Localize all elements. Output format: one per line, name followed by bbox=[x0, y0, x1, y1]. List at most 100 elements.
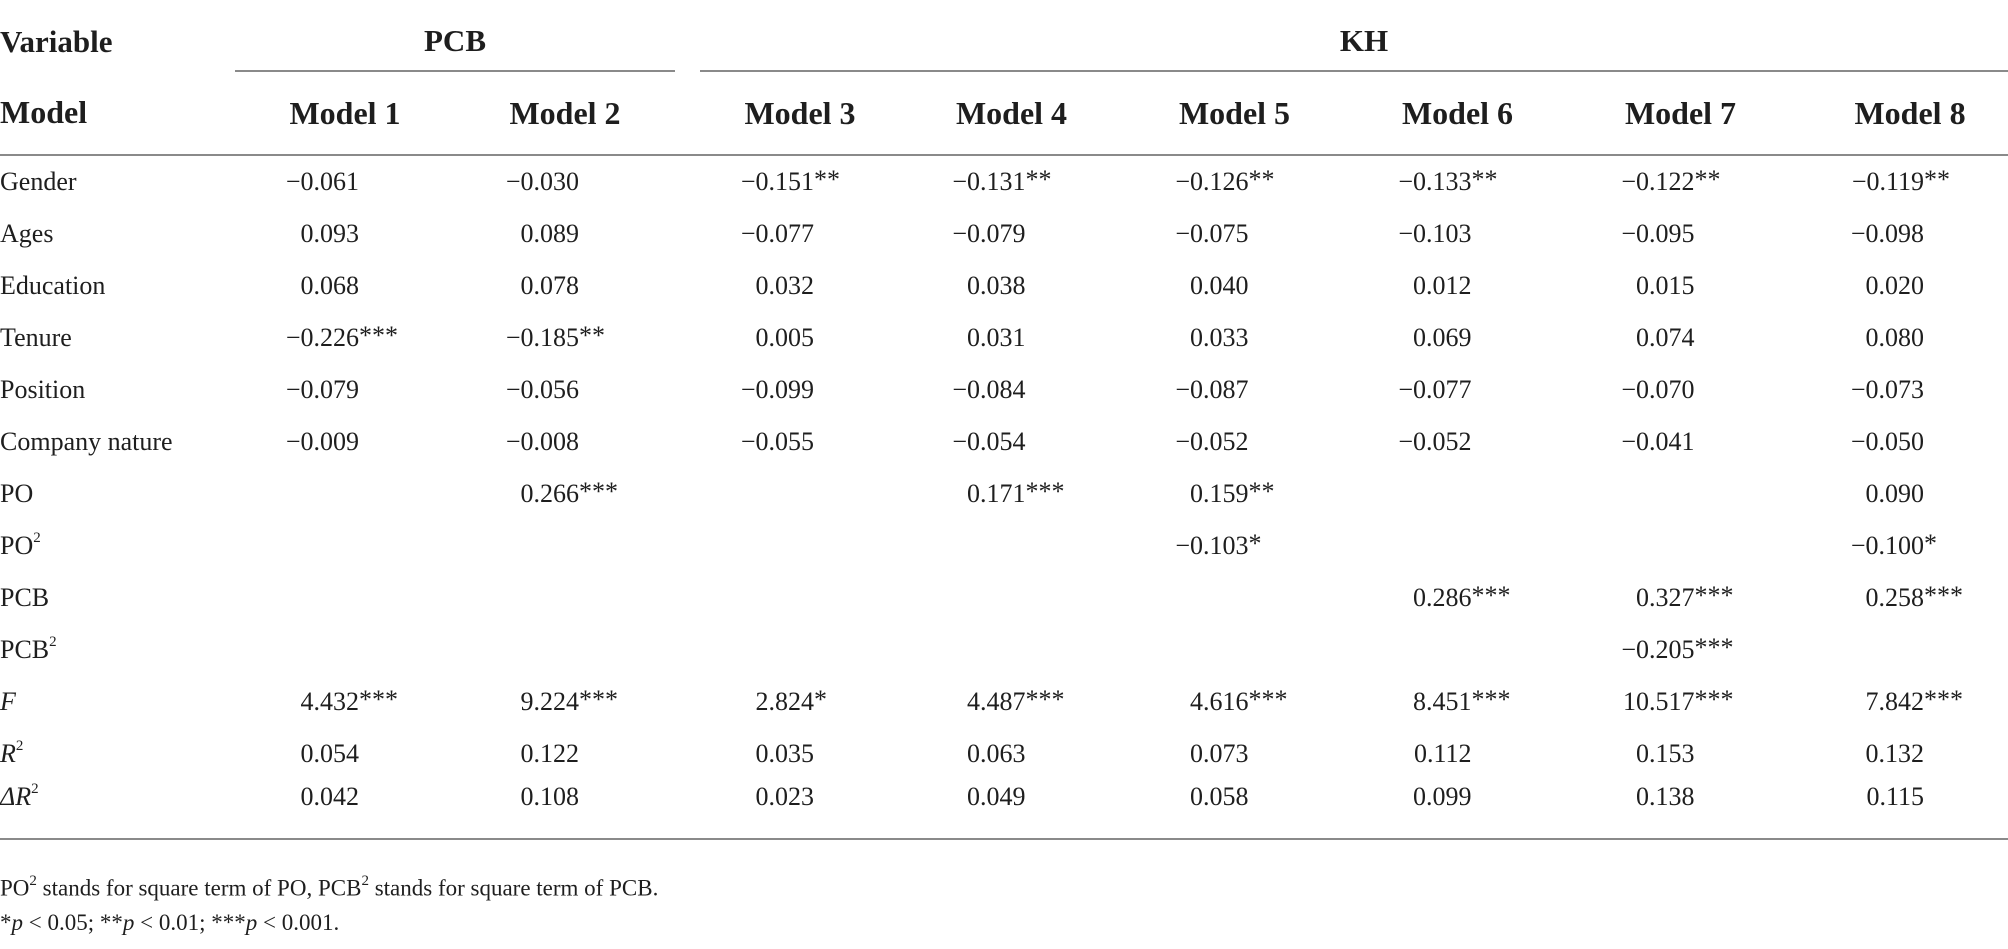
table-row: PO 0.266*** 0.171*** 0.159** 0.090 bbox=[0, 468, 2008, 520]
table-cell bbox=[1792, 624, 2008, 676]
significance-stars: ** bbox=[1248, 477, 1275, 506]
significance-stars: *** bbox=[1924, 581, 1964, 610]
cell-value: 0.122 bbox=[520, 739, 580, 768]
table-cell bbox=[1346, 520, 1569, 572]
table-cell: 0.054 bbox=[235, 728, 455, 780]
cell-value: −0.095 bbox=[1621, 219, 1695, 248]
table-cell: 0.132 bbox=[1792, 728, 2008, 780]
note-significance: *p < 0.05; **p < 0.01; ***p < 0.001. bbox=[0, 909, 340, 935]
table-cell: −0.079 bbox=[235, 364, 455, 416]
model-header: Model bbox=[0, 71, 235, 156]
cell-value: 0.090 bbox=[1865, 479, 1925, 508]
table-cell bbox=[700, 572, 900, 624]
table-cell bbox=[1346, 624, 1569, 676]
cell-value: −0.103 bbox=[1398, 219, 1472, 248]
cell-value: 0.171 bbox=[967, 479, 1026, 508]
cell-value: 0.033 bbox=[1190, 323, 1249, 352]
cell-value: 0.112 bbox=[1413, 739, 1472, 768]
cell-value: −0.226 bbox=[285, 323, 359, 352]
cell-value: −0.009 bbox=[285, 427, 359, 456]
table-cell bbox=[1569, 520, 1792, 572]
table-cell: 0.078 bbox=[455, 260, 675, 312]
table-cell: 0.089 bbox=[455, 208, 675, 260]
significance-stars: *** bbox=[1471, 581, 1511, 610]
cell-value: −0.056 bbox=[505, 375, 579, 404]
table-row: F 4.432*** 9.224*** 2.824* 4.487*** 4.616*** 8… bbox=[0, 676, 2008, 728]
cell-value: 0.032 bbox=[755, 271, 815, 300]
cell-value: −0.030 bbox=[505, 167, 579, 196]
table-cell bbox=[235, 468, 455, 520]
cell-value: 0.115 bbox=[1866, 782, 1925, 811]
table-notes: PO2 stands for square term of PO, PCB2 s… bbox=[0, 866, 658, 940]
table-cell: −0.055 bbox=[700, 416, 900, 468]
cell-value: 0.038 bbox=[967, 271, 1026, 300]
table-cell: 0.023 bbox=[700, 780, 900, 840]
cell-value: −0.077 bbox=[740, 219, 814, 248]
row-label: F bbox=[0, 687, 16, 716]
table-cell: 7.842*** bbox=[1792, 676, 2008, 728]
cell-value: −0.061 bbox=[285, 167, 359, 196]
cell-value: −0.050 bbox=[1850, 427, 1925, 456]
cell-value: 0.108 bbox=[520, 782, 580, 811]
table-cell: −0.098 bbox=[1792, 208, 2008, 260]
model-8-header: Model 8 bbox=[1792, 71, 2008, 156]
table-cell: 0.080 bbox=[1792, 312, 2008, 364]
table-cell: 0.032 bbox=[700, 260, 900, 312]
significance-stars: ** bbox=[1025, 165, 1052, 194]
cell-value: 0.031 bbox=[967, 323, 1026, 352]
table-cell: −0.009 bbox=[235, 416, 455, 468]
table-cell: 0.115 bbox=[1792, 780, 2008, 840]
table-cell: 0.108 bbox=[455, 780, 675, 840]
table-cell: −0.084 bbox=[900, 364, 1123, 416]
cell-value: −0.084 bbox=[952, 375, 1026, 404]
cell-value: −0.099 bbox=[740, 375, 814, 404]
table-cell: −0.070 bbox=[1569, 364, 1792, 416]
cell-value: 0.020 bbox=[1865, 271, 1925, 300]
row-label: Company nature bbox=[0, 427, 173, 456]
model-6-header: Model 6 bbox=[1346, 71, 1569, 156]
table-cell: 0.258*** bbox=[1792, 572, 2008, 624]
table-cell: −0.100* bbox=[1792, 520, 2008, 572]
cell-value: −0.054 bbox=[952, 427, 1026, 456]
cell-value: 0.005 bbox=[755, 323, 815, 352]
table-cell bbox=[235, 572, 455, 624]
table-cell: 0.069 bbox=[1346, 312, 1569, 364]
table-cell: 0.038 bbox=[900, 260, 1123, 312]
table-cell: 0.171*** bbox=[900, 468, 1123, 520]
table-cell: 0.068 bbox=[235, 260, 455, 312]
table-cell: −0.126** bbox=[1123, 155, 1346, 208]
table-cell: 0.042 bbox=[235, 780, 455, 840]
table-cell: 0.093 bbox=[235, 208, 455, 260]
cell-value: 4.432 bbox=[300, 687, 360, 716]
cell-value: −0.133 bbox=[1398, 167, 1472, 196]
cell-value: 0.035 bbox=[755, 739, 815, 768]
table-row: Gender −0.061 −0.030 −0.151** −0.131** −0.126… bbox=[0, 155, 2008, 208]
table-cell: −0.050 bbox=[1792, 416, 2008, 468]
table-cell bbox=[1346, 468, 1569, 520]
cell-value: 2.824 bbox=[755, 687, 815, 716]
table-cell bbox=[1123, 572, 1346, 624]
table-cell: 0.112 bbox=[1346, 728, 1569, 780]
cell-value: 4.616 bbox=[1190, 687, 1249, 716]
table-cell: 10.517*** bbox=[1569, 676, 1792, 728]
cell-value: 0.266 bbox=[520, 479, 580, 508]
table-cell: 0.159** bbox=[1123, 468, 1346, 520]
table-cell bbox=[1123, 624, 1346, 676]
cell-value: 0.099 bbox=[1413, 782, 1472, 811]
table-cell: −0.008 bbox=[455, 416, 675, 468]
significance-stars: *** bbox=[1248, 685, 1288, 714]
table-cell bbox=[700, 624, 900, 676]
significance-stars: *** bbox=[1694, 685, 1734, 714]
table-row: Company nature −0.009 −0.008 −0.055 −0.054 −0… bbox=[0, 416, 2008, 468]
significance-stars: * bbox=[1924, 529, 1938, 558]
table-cell: −0.119** bbox=[1792, 155, 2008, 208]
table-cell: −0.122** bbox=[1569, 155, 1792, 208]
table-row: Tenure −0.226*** −0.185** 0.005 0.031 0.033 0.… bbox=[0, 312, 2008, 364]
cell-value: −0.087 bbox=[1175, 375, 1249, 404]
cell-value: 0.042 bbox=[300, 782, 360, 811]
cell-value: 0.078 bbox=[520, 271, 580, 300]
cell-value: 0.023 bbox=[755, 782, 815, 811]
table-cell: 4.432*** bbox=[235, 676, 455, 728]
cell-value: −0.103 bbox=[1175, 531, 1249, 560]
cell-value: 0.080 bbox=[1865, 323, 1925, 352]
